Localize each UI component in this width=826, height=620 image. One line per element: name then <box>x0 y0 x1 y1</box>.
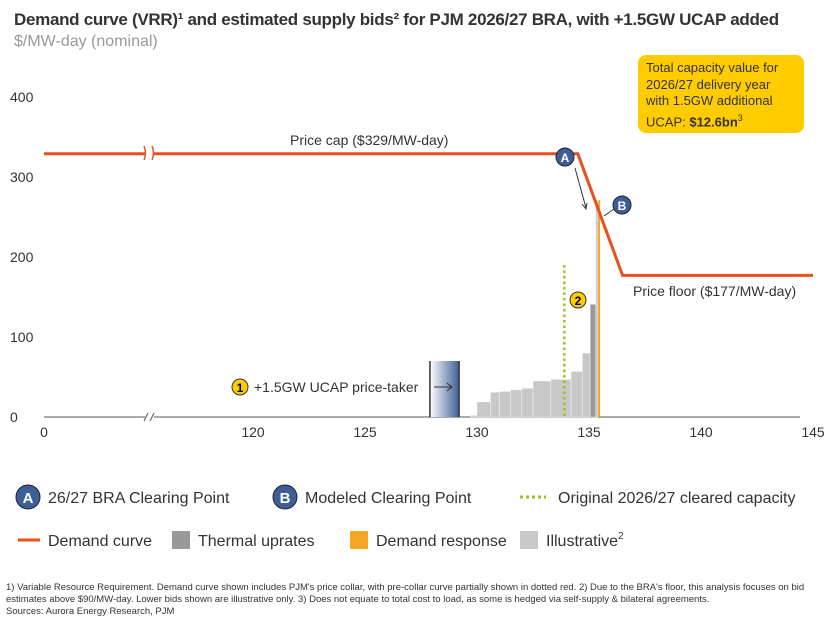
y-tick-label: 200 <box>10 249 34 265</box>
x-tick-label: 135 <box>577 424 601 440</box>
badge-2-icon <box>569 291 587 309</box>
x-axis-break-icon <box>143 412 155 422</box>
supply-bid-bar-illustrative <box>510 389 523 418</box>
point-B-icon <box>612 195 632 215</box>
supply-bid-bar-illustrative <box>595 199 599 418</box>
x-tick-label: 120 <box>241 424 265 440</box>
footnote-text: 1) Variable Resource Requirement. Demand… <box>6 582 805 605</box>
callout-text: Total capacity value for 2026/27 deliver… <box>646 60 779 129</box>
legend-box-illustrative-icon <box>520 531 538 549</box>
point-label: B <box>618 199 627 213</box>
badge-1-label: 1 <box>237 381 244 395</box>
legend-label-thermal: Thermal uprates <box>198 533 315 550</box>
price-taker-label: +1.5GW UCAP price-taker <box>254 379 419 395</box>
y-tick-label: 100 <box>10 329 34 345</box>
legend-sup: 2 <box>618 531 624 542</box>
footnotes: 1) Variable Resource Requirement. Demand… <box>6 582 821 618</box>
x-tick-label: 145 <box>801 424 825 440</box>
axis-break-gap <box>145 410 154 424</box>
price-floor-label: Price floor ($177/MW-day) <box>633 283 796 299</box>
curve-break-gap <box>146 146 154 160</box>
curve-break-icon <box>143 145 155 161</box>
legend-label-dr: Demand response <box>376 533 507 550</box>
supply-bid-bar-illustrative <box>476 401 491 418</box>
legend-label-demand: Demand curve <box>48 533 152 550</box>
x-tick-label: 130 <box>465 424 489 440</box>
legend-label-original: Original 2026/27 cleared capacity <box>558 490 795 507</box>
y-tick-label: 300 <box>10 169 34 185</box>
arrow-a-to-b-icon <box>574 167 588 211</box>
price-cap-label: Price cap ($329/MW-day) <box>290 132 448 148</box>
badge-2-label: 2 <box>575 294 582 308</box>
callout-value: $12.6bn <box>689 113 738 129</box>
point-label: A <box>561 151 570 165</box>
supply-bid-bar-thermal <box>589 304 596 418</box>
supply-bid-bar-illustrative <box>499 391 511 418</box>
legend-label-B: Modeled Clearing Point <box>305 490 472 507</box>
legend-label-illustrative: Illustrative2 <box>546 531 624 550</box>
chart-title: Demand curve (VRR)¹ and estimated supply… <box>14 10 779 29</box>
chart-svg: 0 100 200 300 400 0 120 125 130 135 140 145 1 +1.5GW … <box>10 89 825 550</box>
supply-bid-bar-illustrative <box>521 388 534 418</box>
arrow-right-icon <box>433 382 453 392</box>
callout-box: Total capacity value for 2026/27 deliver… <box>638 55 804 133</box>
legend-badge-label: A <box>23 490 34 507</box>
demand-curve-line <box>44 152 813 277</box>
point-A-icon <box>555 147 575 167</box>
supply-bid-bar-illustrative <box>570 371 583 418</box>
legend-box-thermal-icon <box>172 531 190 549</box>
x-tick-label: 125 <box>353 424 377 440</box>
legend-box-dr-icon <box>350 531 368 549</box>
price-taker-bar <box>429 361 460 417</box>
supply-bid-bar-illustrative <box>550 379 572 418</box>
supply-bid-bar-illustrative <box>490 392 500 418</box>
chart-subtitle: $/MW-day (nominal) <box>14 33 158 50</box>
y-tick-label: 0 <box>10 409 18 425</box>
supply-bid-bar-illustrative <box>470 415 478 418</box>
callout-sup: 3 <box>737 112 743 123</box>
x-tick-label: 140 <box>689 424 713 440</box>
legend-label-A: 26/27 BRA Clearing Point <box>48 490 230 507</box>
badge-1-icon <box>231 378 249 396</box>
legend-badge-A-icon <box>15 484 41 510</box>
leader-b <box>603 208 615 217</box>
supply-bid-bar-illustrative <box>582 352 591 418</box>
y-tick-label: 400 <box>10 89 34 105</box>
legend-badge-label: B <box>280 490 291 507</box>
x-tick-label: 0 <box>40 424 48 440</box>
supply-bid-bar-illustrative <box>532 380 552 418</box>
legend-badge-B-icon <box>272 484 298 510</box>
sources-text: Sources: Aurora Energy Research, PJM <box>6 606 175 617</box>
